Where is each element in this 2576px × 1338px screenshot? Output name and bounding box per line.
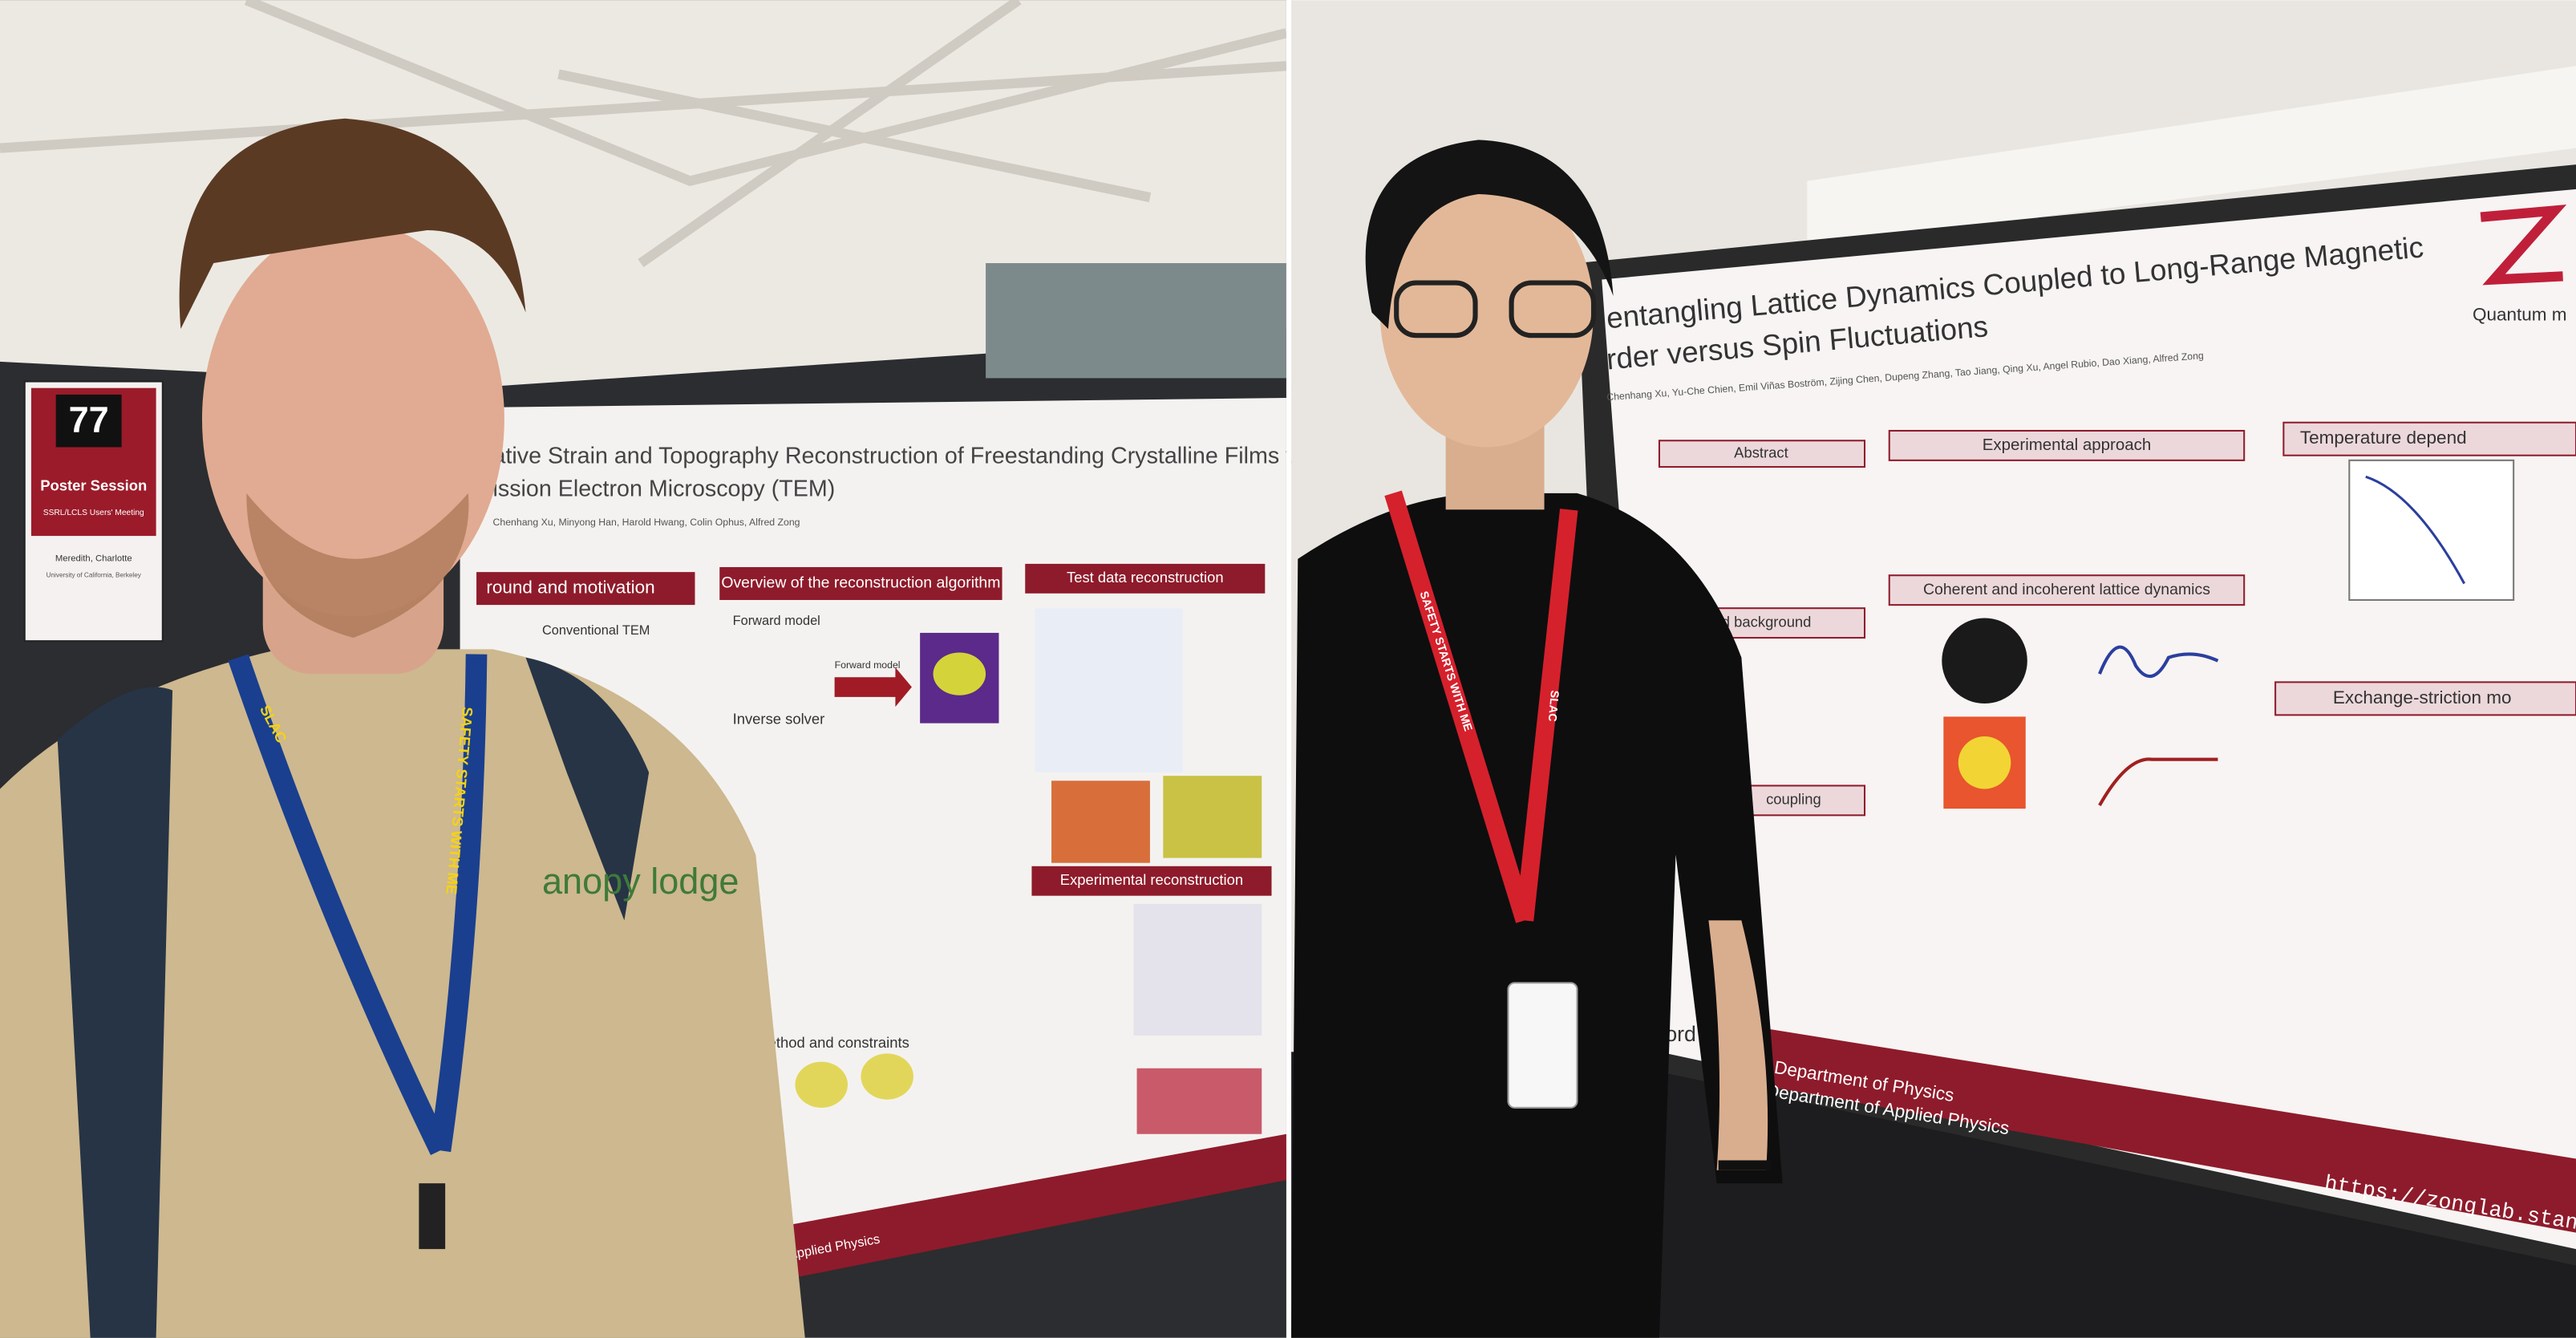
shirt-logo: anopy lodge — [542, 861, 739, 902]
poster-figure — [1958, 736, 2011, 789]
poster-subhead: Forward model — [733, 614, 820, 628]
section-title: and background — [1705, 614, 1811, 630]
sign-title: Poster Session — [40, 476, 147, 493]
section-header — [476, 572, 695, 606]
section-header — [2282, 421, 2576, 456]
poster-footer — [657, 1133, 1286, 1299]
section-title: Temperature depend — [2300, 428, 2467, 448]
section-header — [1888, 429, 2246, 461]
person-hair — [179, 118, 526, 329]
person-hair — [1365, 140, 1614, 329]
poster-title: ission Electron Microscopy (TEM) — [493, 476, 836, 501]
building — [986, 263, 1286, 379]
sign-number-box — [55, 394, 122, 448]
poster-brand: Quantum m — [2473, 305, 2567, 325]
poster-figure — [1942, 618, 2027, 704]
person-shirt — [1291, 493, 1783, 1338]
poster-authors: Chenhang Xu, Minyong Han, Harold Hwang, … — [493, 517, 800, 528]
poster-figure — [1163, 776, 1262, 858]
section-title: Exchange-striction mo — [2333, 687, 2512, 708]
right-photo: entangling Lattice Dynamics Coupled to L… — [1291, 0, 2576, 1338]
section-title: Coherent and incoherent lattice dynamics — [1923, 581, 2210, 598]
left-photo: 77 Poster Session SSRL/LCLS Users' Meeti… — [0, 0, 1315, 1338]
poster-plot — [2365, 475, 2466, 585]
lanyard — [1384, 490, 1578, 923]
poster-subhead: Inverse solver — [733, 710, 825, 727]
bracelet — [1718, 1160, 1772, 1170]
lanyard-clip — [419, 1183, 446, 1250]
ceiling — [1807, 66, 2576, 247]
poster-figure — [933, 652, 986, 695]
badge — [1507, 982, 1578, 1109]
poster-figure — [1136, 1068, 1262, 1134]
section-title: round and motivation — [486, 578, 654, 598]
section-header — [1025, 563, 1266, 594]
section-title: Abstract — [1734, 444, 1788, 461]
poster-arrow — [834, 667, 912, 708]
poster-title: ative Strain and Topography Reconstructi… — [493, 443, 1315, 468]
sign-subtitle: SSRL/LCLS Users' Meeting — [43, 509, 144, 517]
section-header — [1658, 440, 1866, 468]
section-header — [719, 566, 1002, 600]
backpack-strap — [57, 657, 650, 1338]
glasses — [1509, 280, 1597, 339]
section-title: Overview of the reconstruction algorithm — [721, 574, 1000, 592]
poster-footer — [1757, 1027, 2576, 1233]
person-beard — [246, 493, 469, 639]
sign-affiliation: University of California, Berkeley — [47, 571, 142, 578]
sign-name: Meredith, Charlotte — [55, 554, 132, 564]
section-title: Experimental approach — [1983, 436, 2152, 454]
poster-plot — [2098, 645, 2219, 679]
section-title: Experimental reconstruction — [1060, 871, 1243, 888]
person-face — [1379, 177, 1594, 448]
poster-plot — [2098, 757, 2218, 807]
lanyard — [228, 654, 488, 1156]
tent-frame — [0, 0, 1288, 268]
lanyard-text: SLAC — [1545, 690, 1561, 722]
section-header — [1888, 574, 2246, 606]
poster-figure — [1035, 608, 1183, 773]
poster-figure — [1133, 903, 1262, 1036]
poster-subhead: Forward model — [835, 659, 901, 671]
divider — [1286, 0, 1292, 1338]
sign-number: 77 — [69, 399, 109, 440]
section-title: coupling — [1766, 791, 1821, 808]
section-header — [2274, 681, 2576, 716]
section-title: Test data reconstruction — [1067, 569, 1224, 586]
person-face — [201, 221, 504, 617]
poster-subhead: Conventional TEM — [542, 623, 650, 638]
person-arm — [1708, 920, 1768, 1170]
brand-logo — [2480, 204, 2567, 286]
section-header — [1031, 866, 1272, 896]
glasses — [1394, 280, 1478, 339]
poster-figure — [861, 1053, 913, 1100]
poster-figure — [795, 1061, 849, 1108]
poster-subhead: method and constraints — [755, 1034, 909, 1051]
poster-figure — [1051, 780, 1150, 863]
section-header — [1740, 785, 1866, 817]
